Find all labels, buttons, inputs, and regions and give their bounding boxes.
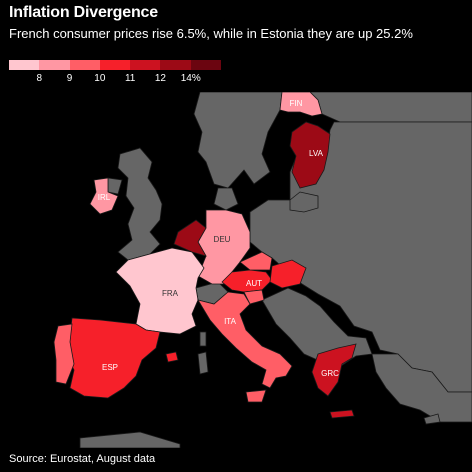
europe-map-svg: FIN LVA IRL DEU FRA AUT ITA ESP GRC [0,92,472,448]
legend-swatch-2 [39,60,71,70]
legend-swatch-5 [130,60,161,70]
country-greece [311,343,357,397]
legend-swatch-3 [69,60,101,70]
country-finland [279,92,323,117]
europe-map: FIN LVA IRL DEU FRA AUT ITA ESP GRC [0,92,472,448]
country-crete [329,409,355,419]
country-czechia [239,251,273,271]
legend-tick-8: 8 [36,73,43,84]
country-ireland [89,177,119,215]
label-fra: FRA [162,289,179,298]
label-ita: ITA [224,317,237,326]
chart-subtitle: French consumer prices rise 6.5%, while … [9,26,413,41]
country-portugal [53,323,75,385]
land-corsica [199,331,207,347]
land-denmark [213,187,239,211]
land-sardinia [197,351,209,375]
country-belgium-netherlands [173,219,207,257]
legend-tick-14: 14% [180,73,201,84]
color-legend: 8 9 10 11 12 14% [9,60,222,90]
land-baltics-gray [289,191,319,213]
legend-tick-10: 10 [94,73,106,84]
legend-swatch-1 [9,60,40,70]
label-fin: FIN [290,99,303,108]
legend-swatch-7 [190,60,222,70]
data-countries [53,92,357,419]
country-hungary [269,259,307,289]
chart-title: Inflation Divergence [9,4,158,21]
source-note: Source: Eurostat, August data [9,453,156,465]
label-irl: IRL [98,193,111,202]
land-north-east [309,92,472,123]
label-aut: AUT [246,279,262,288]
land-north-africa [79,431,181,448]
label-lva: LVA [309,149,324,158]
country-france [115,247,205,335]
label-esp: ESP [102,363,118,372]
legend-swatch-4 [99,60,131,70]
legend-tick-9: 9 [66,73,73,84]
legend-tick-12: 12 [154,73,166,84]
legend-tick-11: 11 [124,73,136,84]
country-italy [197,291,293,389]
country-balearics [165,351,179,363]
label-deu: DEU [214,235,231,244]
country-latvia [289,121,331,189]
land-scandinavia [193,92,283,189]
country-sicily [245,389,267,403]
no-data-land [79,92,472,448]
legend-swatch-6 [160,60,192,70]
label-grc: GRC [321,369,339,378]
land-cyprus [423,413,441,425]
land-turkey [371,353,472,423]
